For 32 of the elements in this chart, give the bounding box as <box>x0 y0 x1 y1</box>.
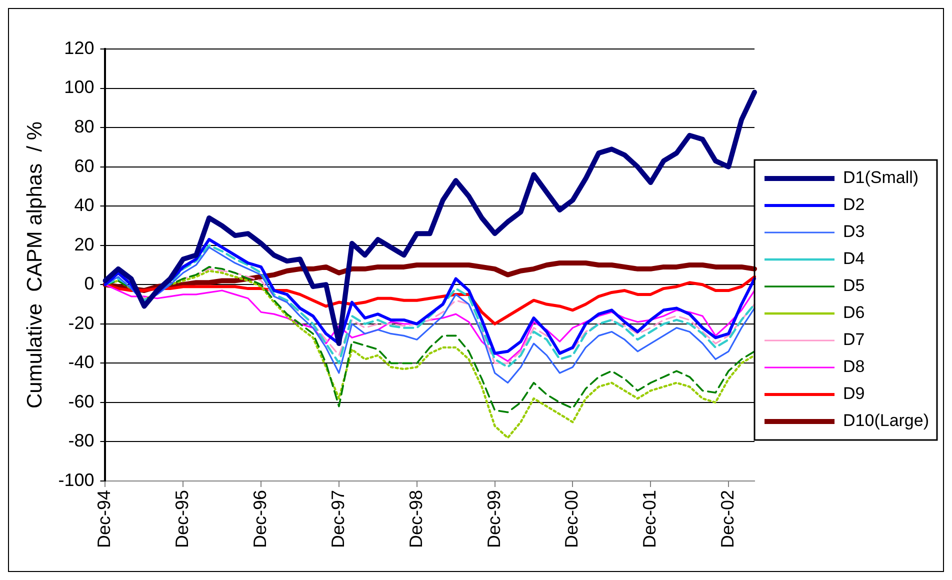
legend-label: D6 <box>843 303 865 322</box>
x-tick-label: Dec-97 <box>328 490 348 548</box>
y-tick-label: -100 <box>58 470 94 490</box>
y-tick-label: -20 <box>68 312 94 333</box>
legend-label: D1(Small) <box>843 168 919 188</box>
y-axis-title: Cumulative CAPM alphas / % <box>23 121 46 409</box>
y-tick-label: -40 <box>68 352 94 372</box>
x-tick-label: Dec-00 <box>562 490 582 548</box>
x-tick-label: Dec-02 <box>718 490 738 548</box>
legend-label: D4 <box>843 249 865 268</box>
legend-label: D8 <box>843 357 865 376</box>
legend-label: D10(Large) <box>843 411 930 430</box>
x-tick-label: Dec-99 <box>484 490 504 548</box>
x-tick-label: Dec-01 <box>640 490 660 548</box>
x-tick-label: Dec-95 <box>172 490 192 548</box>
legend-label: D9 <box>843 384 865 404</box>
x-tick-label: Dec-94 <box>94 490 114 548</box>
y-tick-label: 0 <box>84 274 94 294</box>
y-tick-label: 60 <box>74 156 94 176</box>
y-tick-label: 80 <box>74 116 94 137</box>
legend-label: D3 <box>843 222 865 242</box>
x-tick-label: Dec-96 <box>250 490 270 548</box>
x-tick-label: Dec-98 <box>406 490 426 548</box>
y-tick-label: 40 <box>74 195 94 216</box>
legend-label: D7 <box>843 330 865 350</box>
legend-label: D2 <box>843 195 865 214</box>
y-tick-label: 120 <box>64 38 94 58</box>
y-tick-label: -80 <box>68 430 94 451</box>
legend-label: D5 <box>843 276 865 296</box>
y-tick-label: 100 <box>64 77 94 98</box>
y-tick-label: -60 <box>68 391 94 412</box>
y-tick-label: 20 <box>74 234 94 254</box>
